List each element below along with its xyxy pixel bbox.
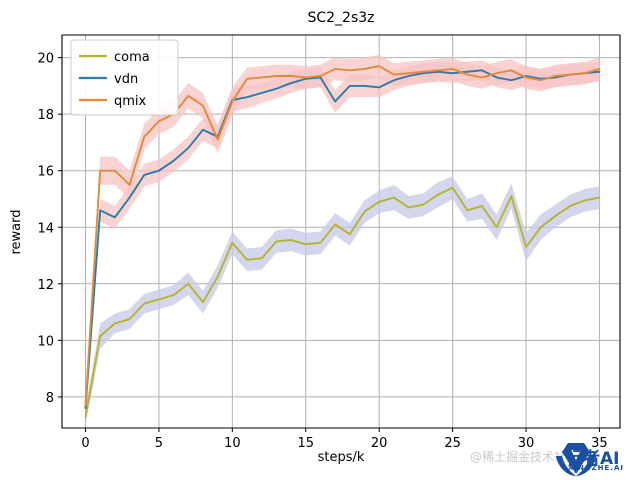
page-title: SC2_2s3z bbox=[307, 10, 374, 26]
x-tick-labels: 0 5 10 15 20 25 30 35 bbox=[81, 436, 607, 451]
line-coma bbox=[84, 186, 601, 418]
y-tick-label: 8 bbox=[46, 391, 54, 406]
grid-lines bbox=[62, 35, 620, 428]
band-qmix bbox=[85, 54, 600, 414]
y-tick-label: 12 bbox=[37, 278, 54, 293]
legend-label-qmix: qmix bbox=[114, 94, 147, 109]
legend-label-vdn: vdn bbox=[114, 72, 138, 87]
y-tick-label: 10 bbox=[37, 334, 54, 349]
x-tick-label: 0 bbox=[81, 436, 89, 451]
legend-label-coma: coma bbox=[114, 50, 150, 65]
y-tick-label: 14 bbox=[37, 221, 54, 236]
legend-frame bbox=[70, 39, 179, 116]
y-axis-label: reward bbox=[9, 209, 24, 254]
x-tick-label: 20 bbox=[371, 436, 388, 451]
y-tick-label: 18 bbox=[37, 108, 54, 123]
line-vdn bbox=[84, 69, 601, 410]
x-tick-label: 35 bbox=[591, 436, 608, 451]
x-axis-label: steps/k bbox=[318, 450, 365, 465]
confidence-bands bbox=[85, 54, 600, 426]
axis-ticks bbox=[58, 57, 600, 432]
x-tick-label: 30 bbox=[518, 436, 535, 451]
legend[interactable]: coma vdn qmix bbox=[70, 39, 179, 116]
x-tick-label: 10 bbox=[224, 436, 241, 451]
y-tick-labels: 8 10 12 14 16 18 20 bbox=[37, 52, 54, 406]
x-tick-label: 15 bbox=[297, 436, 314, 451]
x-tick-label: 5 bbox=[155, 436, 163, 451]
axes-frame bbox=[61, 34, 621, 429]
x-tick-label: 25 bbox=[444, 436, 461, 451]
band-coma bbox=[85, 176, 600, 426]
y-tick-label: 20 bbox=[37, 52, 54, 67]
y-tick-label: 16 bbox=[37, 165, 54, 180]
